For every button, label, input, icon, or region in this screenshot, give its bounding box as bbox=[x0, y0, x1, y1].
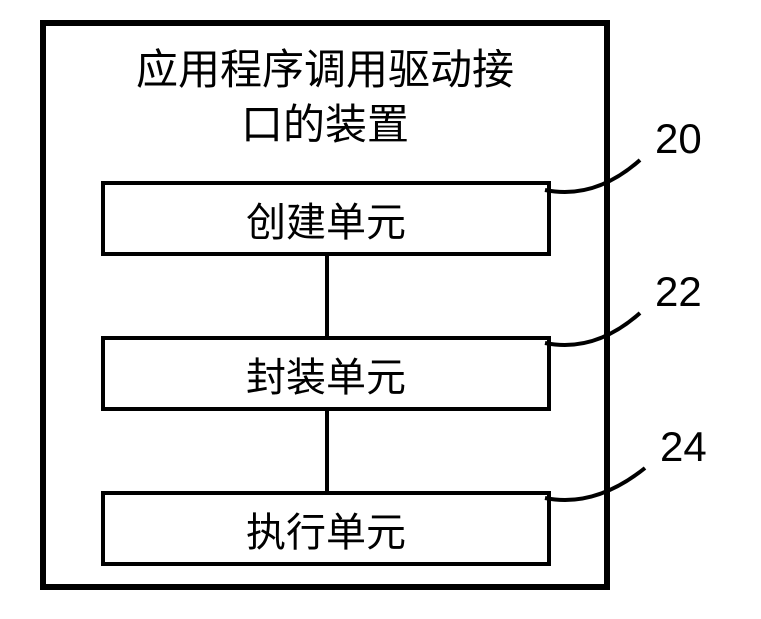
unit-box-create: 创建单元 bbox=[101, 181, 551, 256]
diagram-title: 应用程序调用驱动接 口的装置 bbox=[46, 26, 604, 163]
diagram-container: 应用程序调用驱动接 口的装置 创建单元 封装单元 执行单元 bbox=[40, 20, 610, 590]
connector-2-3 bbox=[325, 411, 329, 491]
unit-box-execute: 执行单元 bbox=[101, 491, 551, 566]
ref-label-20: 20 bbox=[655, 115, 702, 163]
unit-box-encapsulate: 封装单元 bbox=[101, 336, 551, 411]
leader-line-20 bbox=[545, 155, 655, 215]
ref-label-22: 22 bbox=[655, 268, 702, 316]
leader-line-22 bbox=[545, 308, 655, 368]
connector-1-2 bbox=[325, 256, 329, 336]
unit-label: 创建单元 bbox=[246, 190, 406, 248]
leader-line-24 bbox=[545, 463, 660, 523]
unit-label: 执行单元 bbox=[246, 500, 406, 558]
title-line1: 应用程序调用驱动接 bbox=[136, 48, 514, 94]
title-line2: 口的装置 bbox=[241, 103, 409, 149]
ref-label-24: 24 bbox=[660, 423, 707, 471]
unit-label: 封装单元 bbox=[246, 345, 406, 403]
